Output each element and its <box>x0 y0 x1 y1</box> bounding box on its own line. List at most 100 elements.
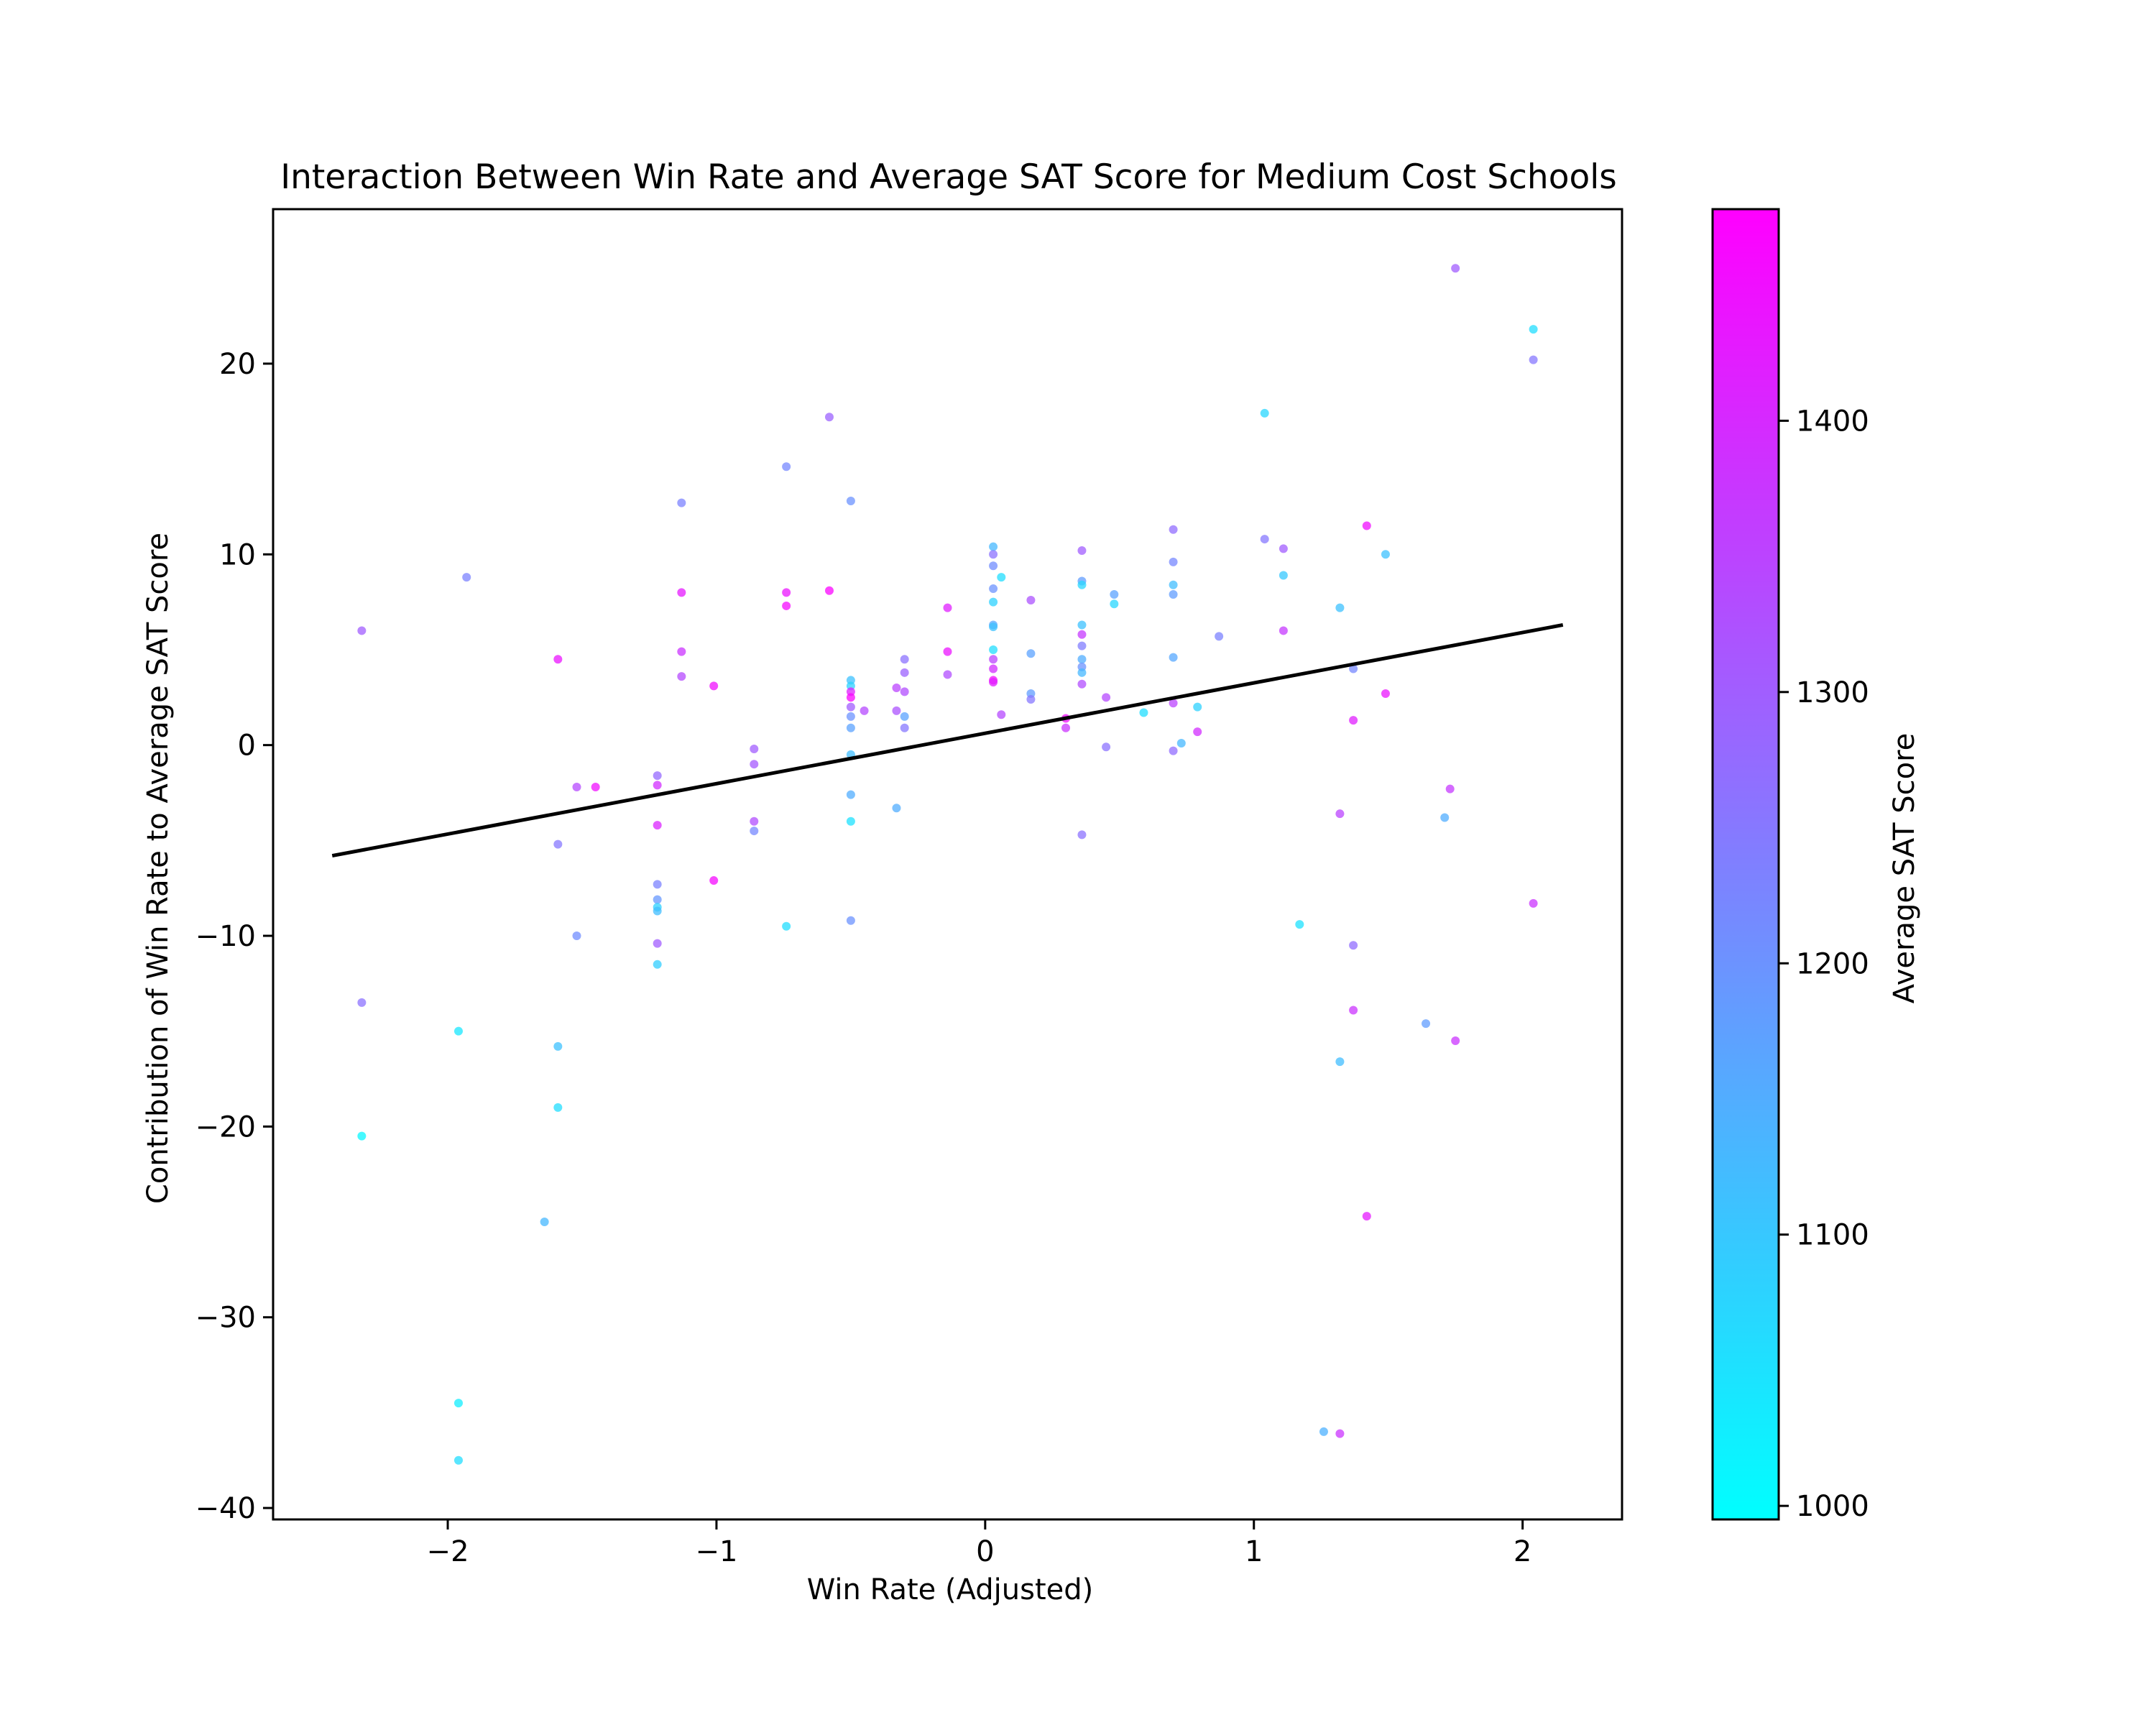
data-point <box>846 496 855 505</box>
data-point <box>846 712 855 721</box>
x-tick-label: 0 <box>976 1535 994 1568</box>
data-point <box>1440 813 1450 822</box>
data-point <box>540 1218 549 1227</box>
data-point <box>1169 590 1178 599</box>
data-point <box>900 668 909 677</box>
data-point <box>1529 898 1538 908</box>
data-point <box>1077 668 1087 677</box>
data-point <box>782 921 791 931</box>
x-tick-label: −1 <box>695 1535 737 1568</box>
data-point <box>989 645 998 654</box>
data-point <box>1169 525 1178 534</box>
data-point <box>653 880 662 889</box>
data-point <box>824 586 834 595</box>
data-point <box>553 840 563 849</box>
x-axis-ticks: −2 −1 0 1 2 <box>427 1519 1531 1568</box>
data-point <box>900 687 909 696</box>
data-point <box>1026 694 1036 704</box>
data-point <box>1335 603 1345 612</box>
scatter-points <box>357 264 1538 1465</box>
data-point <box>1077 830 1087 840</box>
data-point <box>553 655 563 664</box>
data-point <box>591 783 600 792</box>
data-point <box>1176 738 1186 748</box>
data-point <box>653 821 662 830</box>
data-point <box>1169 746 1178 755</box>
colorbar-tick-label: 1200 <box>1796 947 1869 980</box>
data-point <box>1077 580 1087 589</box>
data-point <box>1026 649 1036 658</box>
data-point <box>1349 1006 1358 1015</box>
data-point <box>1169 699 1178 708</box>
data-point <box>1077 655 1087 664</box>
data-point <box>462 573 471 582</box>
data-point <box>824 413 834 422</box>
data-point <box>1139 708 1148 717</box>
data-point <box>653 771 662 781</box>
y-tick-label: −40 <box>195 1492 256 1525</box>
data-point <box>653 895 662 904</box>
data-point <box>892 684 901 693</box>
colorbar-gradient <box>1711 208 1780 1521</box>
data-point <box>677 647 686 656</box>
colorbar-tick-label: 1400 <box>1796 405 1869 438</box>
data-point <box>1077 546 1087 555</box>
data-point <box>653 781 662 790</box>
data-point <box>989 655 998 664</box>
data-point <box>1077 620 1087 630</box>
data-point <box>1445 784 1455 794</box>
data-point <box>1102 693 1111 702</box>
data-point <box>1077 641 1087 650</box>
data-point <box>677 588 686 597</box>
data-point <box>1451 264 1460 273</box>
data-point <box>1077 679 1087 689</box>
data-point <box>1110 590 1119 599</box>
data-point <box>1349 664 1358 673</box>
colorbar-label: Average SAT Score <box>1888 733 1921 1004</box>
data-point <box>1102 742 1111 752</box>
data-point <box>1061 723 1071 732</box>
data-point <box>900 712 909 721</box>
data-point <box>782 588 791 597</box>
data-point <box>1193 727 1202 737</box>
data-point <box>1319 1427 1328 1436</box>
data-point <box>750 827 759 836</box>
data-point <box>846 916 855 925</box>
data-point <box>989 584 998 594</box>
data-point <box>453 1026 463 1036</box>
data-point <box>1193 702 1202 712</box>
trend-line <box>331 623 1564 858</box>
data-point <box>1260 535 1269 544</box>
data-point <box>1362 1212 1371 1221</box>
y-tick-label: −30 <box>195 1302 256 1335</box>
y-tick-label: 0 <box>238 730 256 763</box>
data-point <box>846 693 855 702</box>
data-point <box>1381 689 1390 699</box>
data-point <box>846 702 855 712</box>
data-point <box>900 723 909 732</box>
data-point <box>1381 550 1390 559</box>
data-point <box>1169 653 1178 662</box>
data-point <box>1349 941 1358 950</box>
data-point <box>750 816 759 826</box>
data-point <box>892 706 901 715</box>
data-point <box>572 932 581 941</box>
data-point <box>1077 630 1087 639</box>
data-point <box>1335 1429 1345 1438</box>
data-point <box>989 664 998 673</box>
data-point <box>1335 1057 1345 1067</box>
x-tick-label: 2 <box>1514 1535 1531 1568</box>
axes-frame <box>272 208 1623 1521</box>
data-point <box>989 678 998 687</box>
data-point <box>750 760 759 769</box>
data-point <box>943 647 952 656</box>
y-tick-label: 10 <box>219 538 256 571</box>
data-point <box>943 603 952 612</box>
data-point <box>1422 1019 1431 1029</box>
colorbar-ticks: 1000 1100 1200 1300 1400 <box>1779 405 1869 1523</box>
data-point <box>989 622 998 632</box>
colorbar-tick-label: 1000 <box>1796 1490 1869 1523</box>
x-axis-label: Win Rate (Adjusted) <box>807 1573 1094 1606</box>
data-point <box>357 626 367 635</box>
